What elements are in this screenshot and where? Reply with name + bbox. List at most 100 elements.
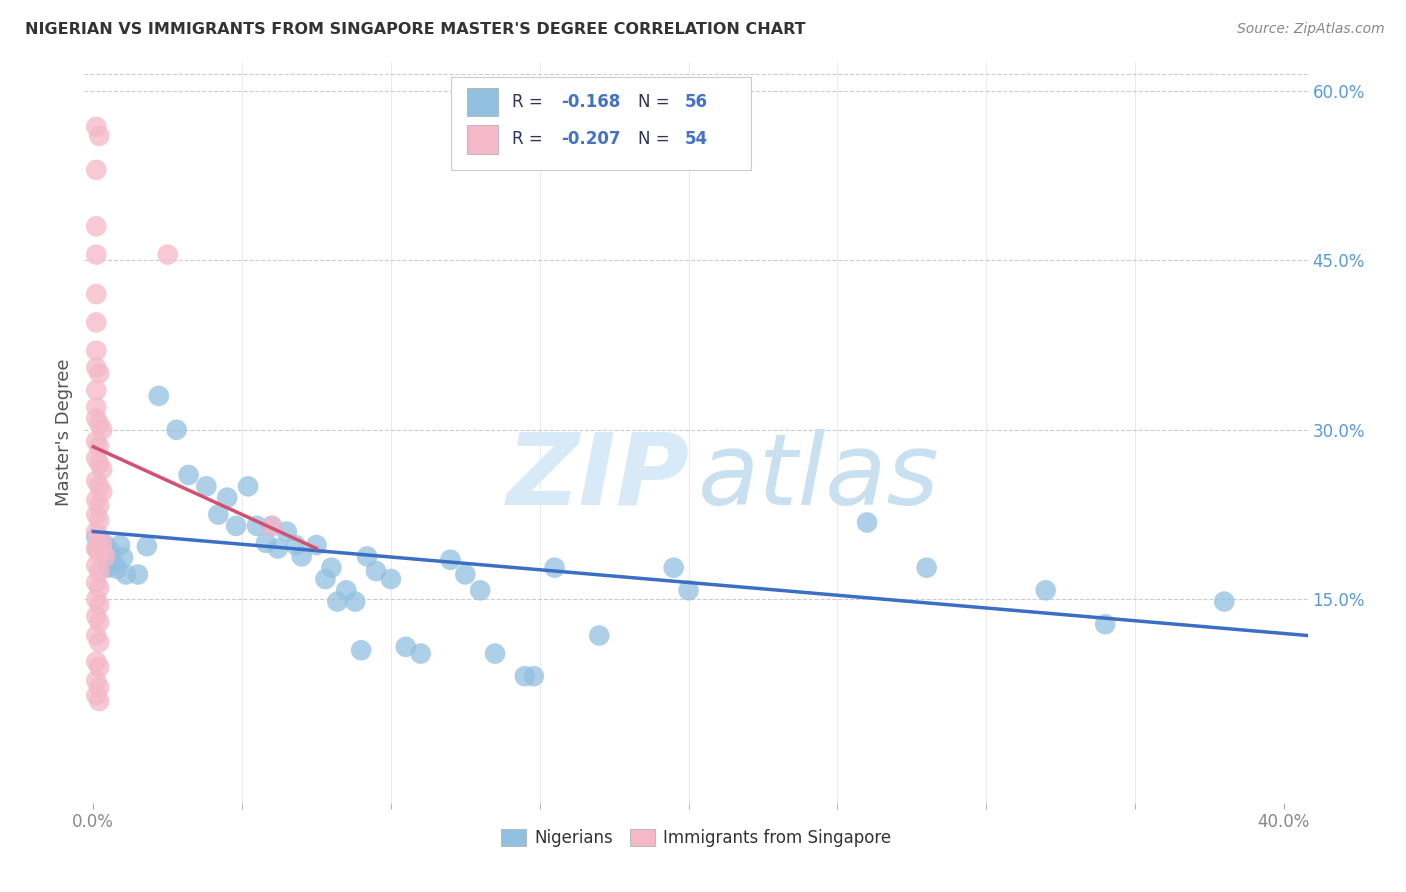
Point <box>135 539 157 553</box>
Point <box>523 669 546 683</box>
Point <box>513 669 536 683</box>
Point <box>84 315 107 329</box>
Point <box>454 567 477 582</box>
Point <box>84 400 107 414</box>
Point <box>84 558 107 573</box>
Point <box>127 567 149 582</box>
Point <box>89 128 111 143</box>
Point <box>217 491 239 505</box>
Text: atlas: atlas <box>697 428 939 525</box>
FancyBboxPatch shape <box>451 78 751 169</box>
Point <box>108 538 131 552</box>
Point <box>1094 617 1116 632</box>
Point <box>284 538 307 552</box>
Point <box>84 411 107 425</box>
Point <box>588 628 610 642</box>
Point <box>409 647 432 661</box>
Point <box>267 541 290 556</box>
Point <box>1213 594 1236 608</box>
Point <box>678 583 700 598</box>
Point <box>89 635 111 649</box>
Point <box>356 549 378 564</box>
Point <box>94 549 117 564</box>
Point <box>89 681 111 695</box>
Point <box>260 519 283 533</box>
Text: -0.207: -0.207 <box>561 129 621 148</box>
Point <box>364 564 387 578</box>
Text: ZIP: ZIP <box>506 428 689 525</box>
Point <box>84 524 107 539</box>
Point <box>1035 583 1057 598</box>
Point <box>84 287 107 301</box>
Point <box>84 360 107 375</box>
Point <box>89 499 111 513</box>
Point <box>305 538 328 552</box>
Point <box>380 572 402 586</box>
Point <box>89 536 111 550</box>
Point <box>84 689 107 703</box>
Point <box>148 389 170 403</box>
Point <box>156 247 179 261</box>
Point <box>291 549 314 564</box>
Point <box>246 519 269 533</box>
Text: -0.168: -0.168 <box>561 93 620 111</box>
Point <box>395 640 418 654</box>
Point <box>89 479 111 493</box>
Text: N =: N = <box>638 93 675 111</box>
Point <box>97 547 120 561</box>
Point <box>260 519 283 533</box>
Point <box>91 462 114 476</box>
Point <box>84 343 107 358</box>
Point <box>915 560 938 574</box>
Point <box>89 581 111 595</box>
Point <box>335 583 357 598</box>
Point <box>84 508 107 522</box>
Bar <box>467 88 498 117</box>
Point <box>84 383 107 397</box>
Text: 56: 56 <box>685 93 709 111</box>
Point <box>177 468 200 483</box>
Point <box>91 536 114 550</box>
Point <box>344 594 367 608</box>
Point <box>84 592 107 607</box>
Point <box>84 628 107 642</box>
Point <box>254 536 277 550</box>
Point <box>84 609 107 624</box>
Point <box>84 162 107 177</box>
Point <box>84 541 107 556</box>
Point <box>89 564 111 578</box>
Point <box>100 545 122 559</box>
Point <box>276 524 298 539</box>
Point <box>207 508 229 522</box>
Point <box>314 572 336 586</box>
Point <box>84 492 107 507</box>
Point <box>89 547 111 561</box>
Text: N =: N = <box>638 129 675 148</box>
Point <box>89 694 111 708</box>
Point <box>543 560 565 574</box>
Point <box>89 417 111 431</box>
Point <box>91 536 114 550</box>
Point <box>84 474 107 488</box>
Point <box>91 545 114 559</box>
Point <box>84 219 107 234</box>
Bar <box>467 126 498 153</box>
Point <box>89 598 111 612</box>
Point <box>84 530 107 544</box>
Text: NIGERIAN VS IMMIGRANTS FROM SINGAPORE MASTER'S DEGREE CORRELATION CHART: NIGERIAN VS IMMIGRANTS FROM SINGAPORE MA… <box>25 22 806 37</box>
Point <box>89 366 111 380</box>
Point <box>84 451 107 466</box>
Text: Source: ZipAtlas.com: Source: ZipAtlas.com <box>1237 22 1385 37</box>
Point <box>84 434 107 449</box>
Point <box>470 583 492 598</box>
Point <box>89 513 111 527</box>
Point <box>89 530 111 544</box>
Y-axis label: Master's Degree: Master's Degree <box>55 359 73 507</box>
Point <box>484 647 506 661</box>
Point <box>195 479 218 493</box>
Point <box>662 560 685 574</box>
Point <box>321 560 343 574</box>
Point <box>94 538 117 552</box>
Point <box>84 673 107 688</box>
Text: R =: R = <box>513 93 548 111</box>
